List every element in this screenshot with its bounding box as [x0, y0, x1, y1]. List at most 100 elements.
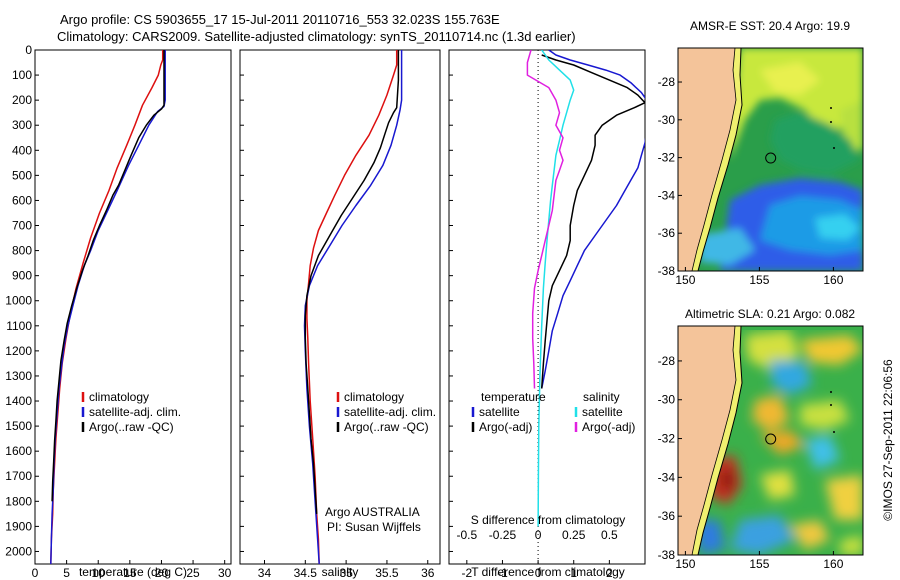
legend-header-temperature: temperature — [481, 390, 546, 404]
sst-coastline-inner — [691, 48, 737, 271]
sla-map-title: Altimetric SLA: 0.21 Argo: 0.082 — [685, 307, 855, 321]
figure-title-line-2: Climatology: CARS2009. Satellite-adjuste… — [57, 29, 576, 44]
depth-tick-label: 1900 — [5, 519, 32, 533]
x-tick-label: 34.5 — [294, 566, 318, 580]
sla-island — [830, 391, 832, 393]
difference-panel: -2 -1 0 1 2 S difference from climatology -0… — [448, 49, 646, 580]
series-line — [540, 50, 645, 389]
depth-tick-label: 1600 — [5, 444, 32, 458]
sla-argo-marker — [765, 433, 777, 445]
x-tick-label: 35.5 — [375, 566, 399, 580]
temperature-axes — [34, 49, 232, 565]
difference-lines — [526, 50, 645, 527]
s-tick-label: 0 — [535, 528, 542, 542]
x-tick-label: 30 — [218, 566, 232, 580]
depth-tick-label: 1400 — [5, 394, 32, 408]
s-tick-label: -0.25 — [489, 528, 517, 542]
difference-axis: -2 -1 0 1 2 — [461, 560, 613, 580]
sst-field — [700, 48, 863, 271]
s-tick-label: 0.5 — [601, 528, 618, 542]
sst-map-panel: AMSR-E SST: 20.4 Argo: 19.9 — [658, 19, 864, 287]
lat-tick-label: -30 — [658, 113, 676, 127]
legend-label: Argo(..raw -QC) — [89, 420, 174, 434]
salinity-xlabel: salinity — [322, 565, 359, 579]
x-tick-label: 0 — [32, 566, 39, 580]
depth-tick-label: 1100 — [6, 319, 32, 333]
depth-tick-label: 100 — [12, 68, 32, 82]
depth-tick-label: 0 — [25, 43, 32, 57]
lon-tick-label: 160 — [823, 557, 843, 571]
depth-tick-label: 300 — [12, 118, 32, 132]
sla-land — [678, 326, 736, 555]
depth-tick-label: 400 — [12, 143, 32, 157]
legend-label: satellite — [582, 405, 623, 419]
lon-tick-label: 150 — [675, 557, 695, 571]
salinity-axes — [239, 49, 441, 565]
depth-tick-label: 1800 — [5, 494, 32, 508]
lat-tick-label: -38 — [658, 264, 676, 278]
sst-island — [833, 147, 835, 149]
depth-tick-label: 600 — [12, 193, 32, 207]
x-tick-label: 10 — [92, 566, 106, 580]
series-line — [306, 50, 398, 564]
s-difference-ticks: -0.5 -0.25 0 0.25 0.5 — [456, 528, 618, 542]
x-tick-label: 0 — [535, 566, 542, 580]
salinity-axis: 34 34.5 35 35.5 36 — [258, 560, 435, 580]
x-tick-label: 25 — [186, 566, 200, 580]
depth-tick-label: 2000 — [5, 544, 32, 558]
sla-coastline-inner — [691, 326, 737, 555]
x-tick-label: 20 — [155, 566, 169, 580]
x-tick-label: 2 — [606, 566, 613, 580]
sst-coastline — [697, 48, 743, 271]
temperature-panel: 0100200300400500600700800900100011001200… — [5, 43, 231, 580]
lat-tick-label: -38 — [658, 548, 676, 562]
t-difference-label: T difference from climatology — [471, 565, 625, 579]
depth-tick-label: 800 — [12, 244, 32, 258]
x-tick-label: 36 — [421, 566, 435, 580]
lat-tick-label: -28 — [658, 354, 676, 368]
series-line — [304, 50, 400, 514]
temperature-axis: 0 5 10 15 20 25 30 — [32, 560, 232, 580]
argo-australia-label: Argo AUSTRALIA — [325, 505, 420, 519]
sla-island — [830, 404, 832, 406]
depth-tick-label: 500 — [12, 168, 32, 182]
depth-tick-label: 1200 — [5, 344, 32, 358]
legend-label: satellite-adj. clim. — [89, 405, 181, 419]
legend-label: Argo(-adj) — [479, 420, 532, 434]
legend-label: Argo(-adj) — [582, 420, 635, 434]
legend-label: satellite — [479, 405, 520, 419]
pi-label: PI: Susan Wijffels — [327, 520, 421, 534]
lon-tick-label: 160 — [823, 273, 843, 287]
series-line — [537, 50, 575, 527]
legend-header-salinity: salinity — [583, 390, 620, 404]
sla-coast-band — [692, 326, 742, 555]
legend-label: Argo(..raw -QC) — [344, 420, 429, 434]
depth-tick-label: 1500 — [5, 419, 32, 433]
sla-field — [695, 330, 863, 555]
legend-label: climatology — [344, 390, 404, 404]
temperature-lines — [50, 50, 166, 564]
sst-map-title: AMSR-E SST: 20.4 Argo: 19.9 — [690, 19, 850, 33]
depth-tick-label: 1300 — [5, 369, 32, 383]
x-tick-label: 15 — [123, 566, 137, 580]
lon-tick-label: 155 — [749, 273, 769, 287]
sla-coastline — [697, 326, 743, 555]
x-tick-label: 35 — [339, 566, 353, 580]
depth-tick-label: 900 — [12, 269, 32, 283]
s-difference-label: S difference from climatology — [471, 513, 626, 527]
lon-tick-label: 155 — [749, 557, 769, 571]
lat-tick-label: -32 — [658, 151, 676, 165]
sla-island — [833, 431, 835, 433]
difference-axes — [448, 49, 646, 565]
sst-land — [678, 48, 736, 271]
lat-tick-label: -32 — [658, 432, 676, 446]
x-tick-label: 5 — [63, 566, 70, 580]
difference-depth-ticks — [449, 49, 453, 552]
lat-tick-label: -34 — [658, 470, 676, 484]
x-tick-label: 1 — [570, 566, 577, 580]
